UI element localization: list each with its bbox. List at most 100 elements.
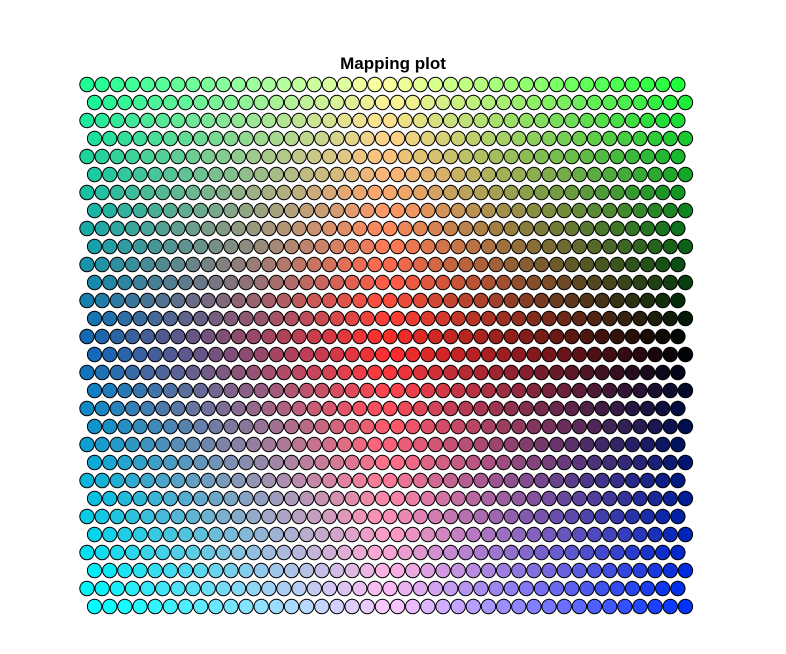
som-cell [314,454,330,471]
som-cell [518,256,535,273]
som-cell [245,436,262,453]
som-cell [192,382,209,399]
som-cell [564,184,580,201]
som-cell [609,76,625,93]
som-cell [397,256,413,273]
som-cell [662,418,678,435]
som-cell [94,328,110,345]
som-cell [268,346,285,363]
som-cell [548,184,565,201]
som-cell [253,346,269,363]
som-cell [139,436,156,453]
som-cell [139,400,156,417]
som-cell [276,76,292,93]
som-cell [147,562,163,579]
som-cell [579,76,595,93]
som-cell [117,94,133,111]
som-cell [677,346,694,363]
som-cell [518,472,535,489]
som-cell [170,508,186,525]
som-cell [139,112,156,129]
som-cell [124,148,141,165]
som-cell [367,508,383,525]
som-cell [511,238,527,255]
som-cell [579,544,595,561]
som-cell [541,598,557,615]
som-cell [268,202,285,219]
som-cell [564,364,580,381]
som-cell [86,202,103,219]
som-cell [639,436,656,453]
som-cell [359,166,375,183]
som-cell [458,472,474,489]
som-cell [389,274,406,291]
som-cell [359,526,375,543]
som-cell [291,328,307,345]
som-cell [109,580,126,597]
som-cell [548,256,565,273]
som-cell [495,202,512,219]
som-cell [382,184,398,201]
som-cell [344,526,360,543]
som-cell [352,544,368,561]
som-cell [192,202,209,219]
som-cell [139,508,156,525]
chart-title: Mapping plot [340,54,446,73]
som-cell [511,454,527,471]
som-cell [359,274,375,291]
som-cell [609,112,625,129]
som-cell [86,166,103,183]
som-cell [86,238,103,255]
som-cell [594,400,610,417]
som-cell [147,274,163,291]
som-cell [450,418,466,435]
som-cell [215,508,232,525]
som-cell [442,472,459,489]
som-cell [412,580,428,597]
som-cell [389,202,406,219]
som-cell [624,472,641,489]
som-cell [639,292,656,309]
som-cell [208,562,224,579]
som-cell [465,94,482,111]
som-cell [389,562,406,579]
som-cell [94,256,110,273]
som-cell [389,310,406,327]
som-cell [526,202,542,219]
som-cell [283,238,300,255]
som-cell [473,148,489,165]
som-cell [556,454,572,471]
som-cell [670,256,686,273]
som-cell [162,490,179,507]
som-cell [647,202,663,219]
som-cell [139,328,156,345]
som-cell [518,76,535,93]
som-cell [609,364,625,381]
som-cell [177,94,194,111]
som-cell [397,508,413,525]
som-cell [405,202,421,219]
som-cell [601,94,618,111]
som-cell [503,220,519,237]
som-cell [102,202,118,219]
som-cell [382,544,398,561]
som-cell [412,256,428,273]
som-cell [230,580,247,597]
som-cell [579,256,595,273]
som-cell [268,274,285,291]
som-cell [435,382,451,399]
som-cell [283,454,300,471]
som-cell [200,220,216,237]
som-cell [488,580,504,597]
som-cell [314,526,330,543]
som-cell [367,400,383,417]
som-cell [480,202,497,219]
som-cell [170,436,186,453]
som-cell [208,382,224,399]
som-cell [94,76,110,93]
som-cell [321,580,338,597]
som-cell [533,76,550,93]
som-cell [541,490,557,507]
som-cell [170,364,186,381]
som-cell [139,580,156,597]
